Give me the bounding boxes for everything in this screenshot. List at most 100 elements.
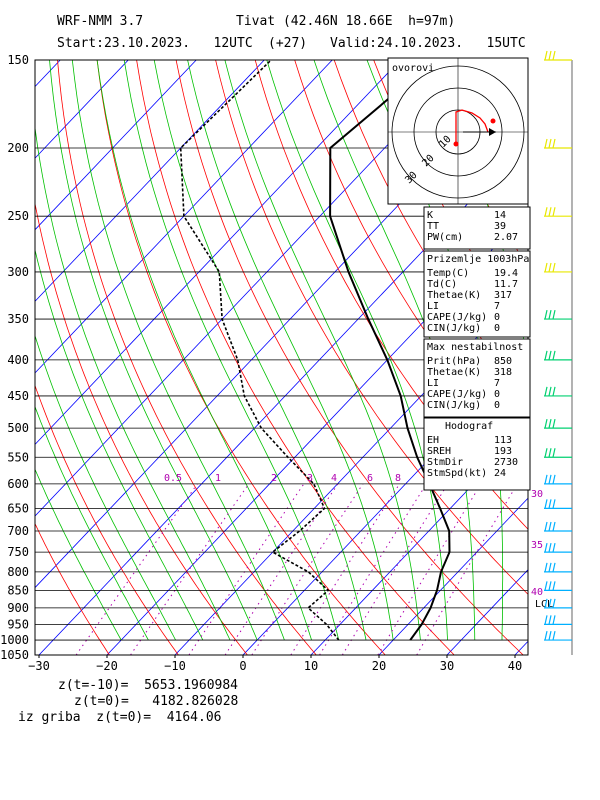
index-name: Thetae(K): [427, 290, 481, 301]
index-value: 2730: [494, 457, 518, 468]
mixing-ratio-line: [341, 483, 449, 655]
dewpoint-profile: [179, 60, 340, 641]
mixing-ratio-label: 8: [395, 473, 401, 484]
index-value: 39: [494, 221, 506, 232]
indices-block-title: Hodograf: [445, 421, 493, 432]
pressure-tick-label: 300: [7, 265, 29, 279]
pressure-tick-label: 550: [7, 450, 29, 464]
index-name: TT: [427, 221, 439, 232]
index-value: 24: [494, 468, 506, 479]
pressure-tick-label: 250: [7, 209, 29, 223]
wind-barb: [544, 207, 572, 217]
right-side-label: 30: [531, 489, 543, 500]
indices-block-title: Max nestabilnost: [427, 342, 523, 353]
pressure-tick-label: 850: [7, 583, 29, 597]
pressure-tick-label: 800: [7, 565, 29, 579]
index-value: 7: [494, 301, 500, 312]
index-value: 0: [494, 400, 500, 411]
index-name: CIN(J/kg): [427, 400, 481, 411]
pressure-tick-label: 1000: [0, 633, 29, 647]
index-name: StmSpd(kt): [427, 468, 487, 479]
pressure-tick-label: 150: [7, 53, 29, 67]
index-value: 0: [494, 323, 500, 334]
pressure-tick-label: 500: [7, 421, 29, 435]
wind-barb: [544, 50, 572, 61]
pressure-tick-label: 950: [7, 617, 29, 631]
isotherm-line: [35, 60, 333, 374]
wind-barb: [544, 262, 572, 273]
footer-line-1: z(t=-10)= 5653.1960984: [58, 678, 239, 693]
mixing-ratio-label: 0.5: [164, 473, 182, 484]
dry-adiabat: [571, 60, 600, 655]
wind-barb: [544, 350, 572, 361]
moist-adiabat: [71, 60, 285, 641]
isotherm-line: [310, 425, 528, 655]
hodograph-plot: [388, 58, 528, 204]
temperature-tick-label: 10: [304, 659, 318, 673]
index-name: PW(cm): [427, 232, 463, 243]
index-name: Temp(C): [427, 268, 469, 279]
index-value: 0: [494, 389, 500, 400]
wind-barb: [544, 598, 572, 609]
index-value: 14: [494, 210, 506, 221]
temperature-profile: [329, 60, 451, 641]
moist-adiabat: [35, 248, 204, 641]
index-value: 113: [494, 435, 512, 446]
index-value: 19.4: [494, 268, 518, 279]
right-side-label: 35: [531, 540, 543, 551]
wind-barb: [544, 309, 572, 320]
mixing-ratio-line: [224, 483, 339, 655]
indices-box: [423, 250, 531, 338]
wind-barb: [544, 562, 572, 573]
index-name: CAPE(J/kg): [427, 389, 487, 400]
moist-adiabat: [96, 60, 312, 641]
wind-barb: [544, 419, 572, 429]
mixing-ratio-label: 1: [215, 473, 221, 484]
pressure-tick-label: 750: [7, 545, 29, 559]
pressure-tick-label: 600: [7, 477, 29, 491]
wind-barb: [544, 138, 572, 149]
temperature-tick-label: 40: [508, 659, 522, 673]
mixing-ratio-label: 6: [367, 473, 373, 484]
moist-adiabat: [49, 60, 258, 641]
pressure-tick-label: 900: [7, 601, 29, 615]
temperature-tick-label: 20: [372, 659, 386, 673]
isotherm-line: [583, 60, 600, 655]
right-side-label: LCL: [535, 599, 553, 610]
footer-line-3: iz griba z(t=0)= 4164.06: [18, 710, 222, 725]
isotherm-line: [378, 497, 528, 655]
isotherm-line: [35, 60, 265, 302]
footer-line-2: z(t=0)= 4182.826028: [74, 694, 239, 709]
index-value: 2.07: [494, 232, 518, 243]
pressure-tick-label: 650: [7, 501, 29, 515]
hodograph-title: ovorovi: [392, 63, 434, 74]
index-value: 317: [494, 290, 512, 301]
moist-adiabat: [35, 334, 176, 641]
index-name: CIN(J/kg): [427, 323, 481, 334]
mixing-ratio-line: [75, 483, 198, 655]
pressure-tick-label: 700: [7, 524, 29, 538]
pressure-tick-label: 200: [7, 141, 29, 155]
model-name: WRF-NMM 3.7: [57, 14, 144, 29]
index-value: 0: [494, 312, 500, 323]
wind-barb: [544, 448, 572, 458]
wind-barb: [544, 542, 572, 553]
index-value: 193: [494, 446, 512, 457]
temperature-tick-label: 0: [239, 659, 246, 673]
isotherm-line: [35, 60, 401, 446]
right-side-label: 40: [531, 587, 543, 598]
index-value: 318: [494, 367, 512, 378]
index-name: LI: [427, 378, 439, 389]
wind-barb: [544, 474, 572, 485]
isotherm-line: [35, 60, 197, 231]
mixing-ratio-label: 4: [331, 473, 337, 484]
index-name: StmDir: [427, 457, 463, 468]
index-name: Td(C): [427, 279, 457, 290]
index-name: Prit(hPa): [427, 356, 481, 367]
pressure-tick-label: 400: [7, 353, 29, 367]
storm-motion-arrow: [489, 128, 496, 136]
mixing-ratio-line: [251, 483, 364, 655]
indices-box: [423, 338, 531, 418]
moist-adiabat: [35, 405, 149, 641]
